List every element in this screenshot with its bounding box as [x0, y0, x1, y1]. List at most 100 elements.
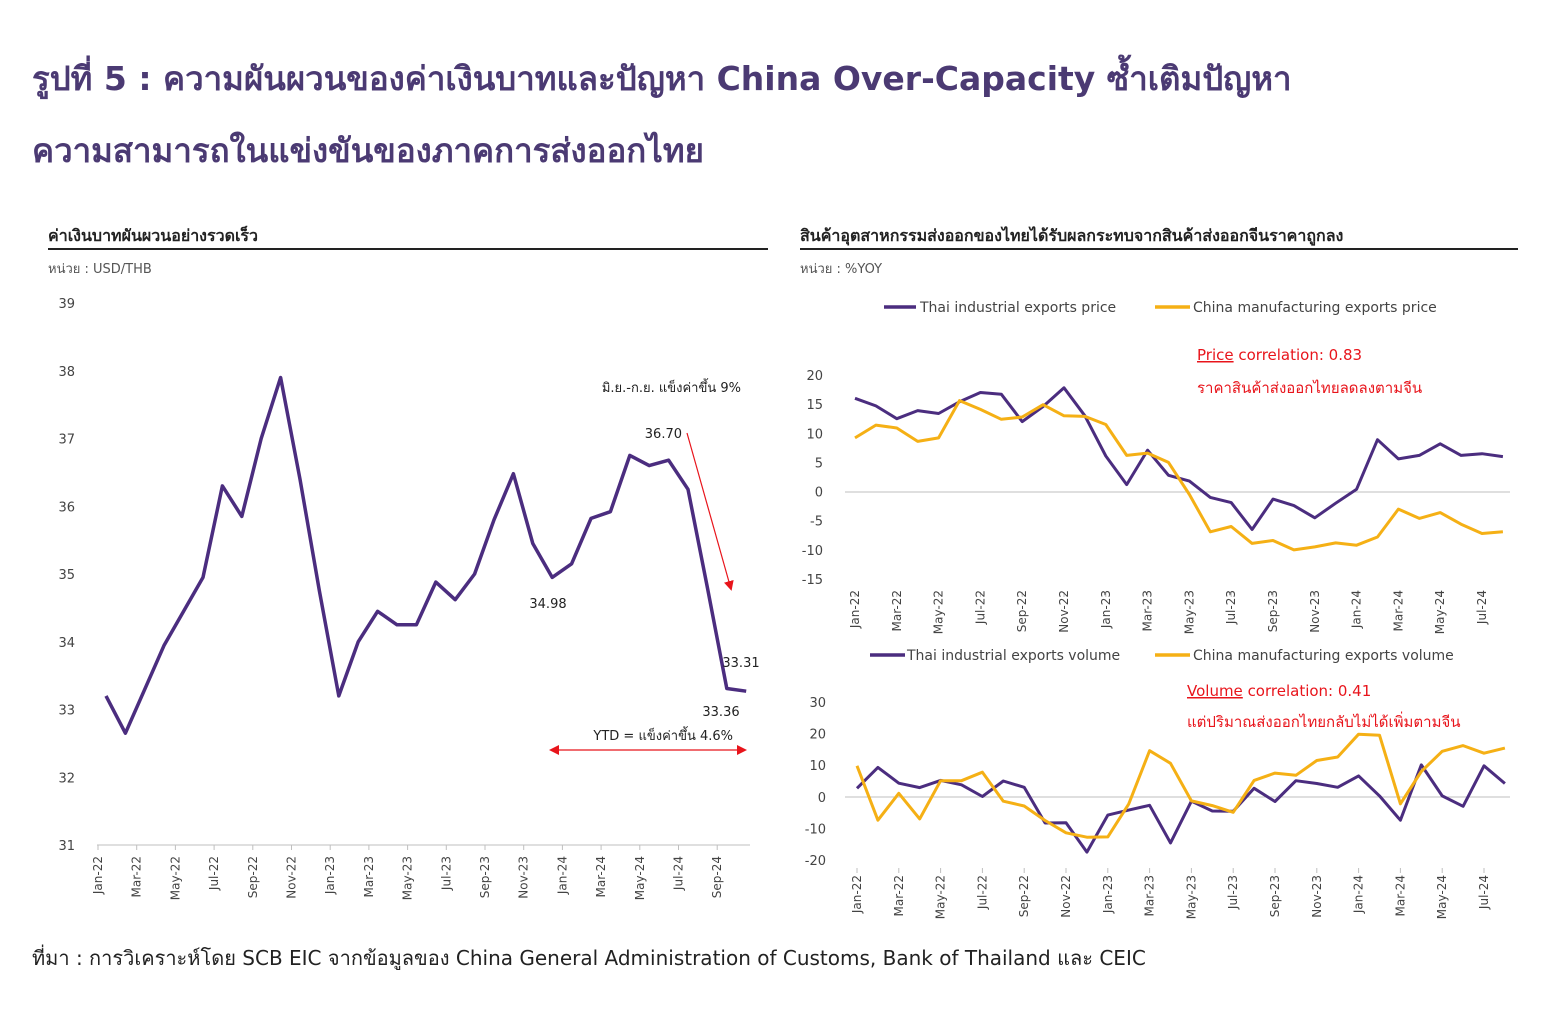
chart3-xtick-label: Nov-23 [1310, 875, 1324, 918]
chart1-xtick-label: Mar-23 [362, 856, 376, 897]
volume-correlation-label: Volume [1187, 682, 1243, 700]
chart2-xtick-label: Mar-24 [1391, 590, 1405, 631]
chart2-ytick-label: 20 [806, 369, 823, 384]
legend-china-price: China manufacturing exports price [1193, 300, 1437, 316]
chart2-xtick-label: Jul-24 [1475, 590, 1489, 625]
chart3-xtick-label: Nov-22 [1059, 875, 1073, 918]
chart2-ytick-label: -15 [802, 573, 823, 588]
chart2-xtick-label: Nov-23 [1308, 590, 1322, 633]
chart3-xtick-label: Jan-24 [1352, 875, 1366, 914]
chart1-xtick-label: Sep-23 [478, 856, 492, 898]
chart2-ytick-label: 15 [806, 398, 823, 413]
chart1-xtick-label: Mar-24 [594, 856, 608, 897]
label-peak: 36.70 [645, 427, 682, 442]
chart3-xtick-label: Sep-23 [1268, 875, 1282, 917]
right-panel-title: สินค้าอุตสาหกรรมส่งออกของไทยได้รับผลกระท… [800, 226, 1344, 245]
chart3-ytick-label: -10 [805, 822, 826, 837]
chart1-ytick-label: 37 [58, 433, 75, 448]
chart1-ytick-label: 32 [58, 771, 75, 786]
ytd-annotation: YTD = แข็งค่าขึ้น 4.6% [592, 726, 733, 744]
chart3-ytick-label: 20 [809, 728, 826, 743]
left-panel-unit: หน่วย : USD/THB [48, 262, 152, 277]
chart1-xtick-label: May-24 [633, 856, 647, 900]
chart2-xtick-label: Jan-23 [1099, 590, 1113, 629]
chart3-xtick-label: May-24 [1435, 875, 1449, 919]
chart1-xtick-label: Mar-22 [130, 856, 144, 897]
chart1-xtick-label: Jul-22 [207, 856, 221, 891]
chart1-xtick-label: Jan-23 [323, 856, 337, 895]
chart3-xtick-label: Mar-23 [1143, 875, 1157, 916]
chart1-ytick-label: 39 [58, 297, 75, 312]
left-panel-rule [48, 248, 768, 250]
chart2-xtick-label: Jan-22 [848, 590, 862, 629]
china-volume-line [855, 732, 1506, 839]
chart3-ytick-label: -20 [805, 854, 826, 869]
chart1-ytick-label: 38 [58, 365, 75, 380]
annotation-jun-sep: มิ.ย.-ก.ย. แข็งค่าขึ้น 9% [602, 378, 741, 396]
chart3-xtick-label: May-22 [934, 875, 948, 919]
chart1-ytick-label: 33 [58, 704, 75, 719]
chart2-xtick-label: Jan-24 [1350, 590, 1364, 629]
legend-thai-volume: Thai industrial exports volume [906, 648, 1120, 664]
chart2-xtick-label: Jul-22 [973, 590, 987, 625]
chart1-xtick-label: Nov-23 [517, 856, 531, 899]
chart1-xtick-label: Jan-24 [555, 856, 569, 895]
chart3-xtick-label: Jul-24 [1477, 875, 1491, 910]
volume-correlation-value: correlation: 0.41 [1243, 682, 1371, 700]
chart3-xtick-label: May-23 [1184, 875, 1198, 919]
chart2-ytick-label: 5 [815, 456, 823, 471]
source-note: ที่มา : การวิเคราะห์โดย SCB EIC จากข้อมู… [32, 946, 1146, 970]
chart2-ytick-label: 0 [815, 486, 823, 501]
price-correlation-label: Price [1197, 346, 1234, 364]
chart3-ytick-label: 0 [818, 791, 826, 806]
chart3-ytick-label: 30 [809, 696, 826, 711]
legend-thai-price: Thai industrial exports price [919, 300, 1116, 316]
chart2-xtick-label: May-23 [1182, 590, 1196, 634]
chart3-ytick-label: 10 [809, 759, 826, 774]
chart2-xtick-label: Nov-22 [1057, 590, 1071, 633]
price-note: ราคาสินค้าส่งออกไทยลดลงตามจีน [1197, 379, 1422, 397]
price-correlation: Price correlation: 0.83 [1197, 346, 1362, 364]
right-panel-rule [800, 248, 1518, 250]
chart1-xtick-label: Sep-22 [246, 856, 260, 898]
chart3-xtick-label: Jul-22 [975, 875, 989, 910]
chart2-ytick-label: 10 [806, 427, 823, 442]
label-end-2: 33.36 [702, 705, 739, 720]
chart1-xtick-label: Jul-23 [439, 856, 453, 891]
chart2-xtick-label: Sep-23 [1266, 590, 1280, 632]
chart3-xtick-label: Jan-23 [1101, 875, 1115, 914]
chart1-ytick-label: 36 [58, 500, 75, 515]
chart1-ytick-label: 34 [58, 636, 75, 651]
chart3-xtick-label: Mar-24 [1393, 875, 1407, 916]
page-title-line-2: ความสามารถในแข่งขันของภาคการส่งออกไทย [32, 131, 704, 170]
label-trough: 34.98 [529, 597, 566, 612]
chart2-xtick-label: Mar-23 [1141, 590, 1155, 631]
legend-china-volume: China manufacturing exports volume [1193, 648, 1454, 664]
chart2-ytick-label: -10 [802, 544, 823, 559]
china-price-line [854, 399, 1504, 552]
chart2-xtick-label: Jul-23 [1224, 590, 1238, 625]
chart3-xtick-label: Jul-23 [1226, 875, 1240, 910]
chart2-xtick-label: May-22 [932, 590, 946, 634]
volume-note: แต่ปริมาณส่งออกไทยกลับไม่ได้เพิ่มตามจีน [1187, 711, 1461, 731]
chart1-ytick-label: 35 [58, 568, 75, 583]
chart2-xtick-label: Mar-22 [890, 590, 904, 631]
left-panel-title: ค่าเงินบาทผันผวนอย่างรวดเร็ว [48, 226, 258, 245]
chart2-xtick-label: May-24 [1433, 590, 1447, 634]
drop-arrow [686, 432, 734, 591]
right-panel-unit: หน่วย : %YOY [800, 262, 883, 277]
chart3-xtick-label: Jan-22 [850, 875, 864, 914]
chart2-ytick-label: -5 [810, 515, 823, 530]
chart2-xtick-label: Sep-22 [1015, 590, 1029, 632]
volume-correlation: Volume correlation: 0.41 [1187, 682, 1371, 700]
chart1-ytick-label: 31 [58, 839, 75, 854]
chart3-xtick-label: Mar-22 [892, 875, 906, 916]
chart1-xtick-label: Sep-24 [710, 856, 724, 898]
page-title-line-1: รูปที่ 5 : ความผันผวนของค่าเงินบาทและปัญ… [32, 59, 1292, 98]
price-correlation-value: correlation: 0.83 [1234, 346, 1362, 364]
chart1-xtick-label: Nov-22 [285, 856, 299, 899]
thai-volume-line [855, 763, 1506, 854]
chart1-xtick-label: Jul-24 [672, 856, 686, 891]
